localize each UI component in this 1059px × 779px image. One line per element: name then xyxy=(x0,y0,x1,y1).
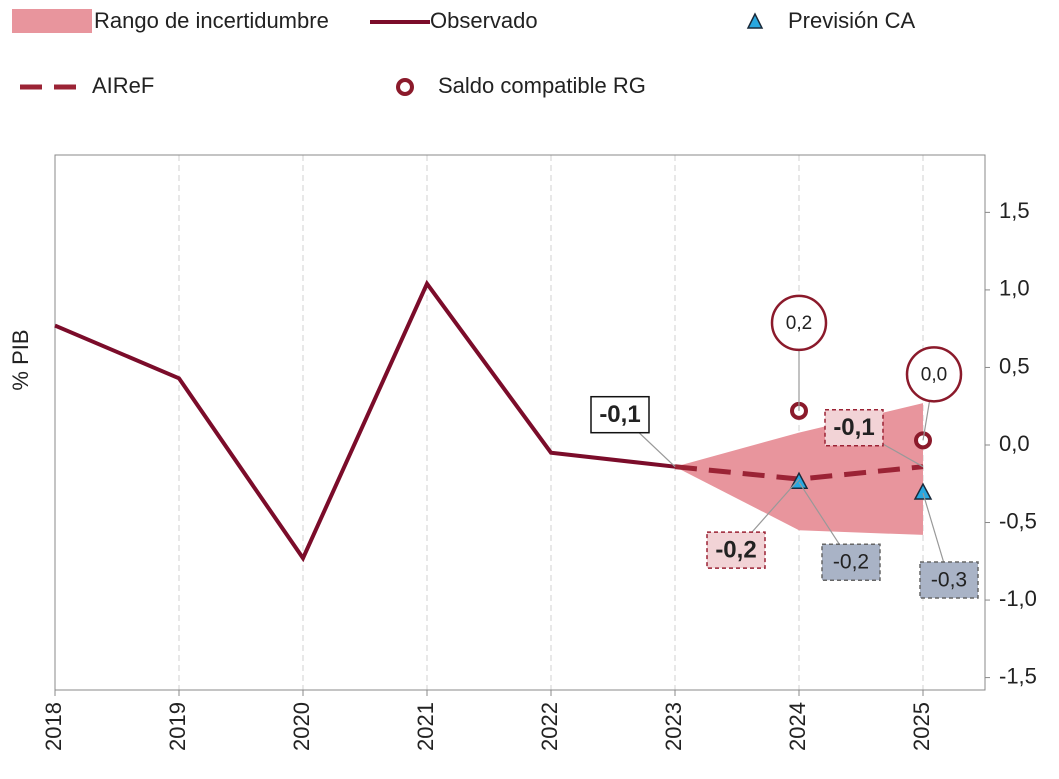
y-tick-label: -1,5 xyxy=(999,663,1037,688)
label-bubble xyxy=(905,346,963,403)
plot-frame xyxy=(54,154,986,691)
legend-swatch xyxy=(12,9,92,33)
legend-swatch xyxy=(746,12,764,29)
value-label: -0,1 xyxy=(599,401,640,428)
x-tick-label: 2019 xyxy=(165,702,190,751)
label-box xyxy=(919,561,979,599)
value-label: -0,2 xyxy=(715,536,756,563)
label-box xyxy=(824,408,884,447)
x-tick-label: 2021 xyxy=(413,702,438,751)
legend-label: Saldo compatible RG xyxy=(438,73,646,98)
legend-label: Rango de incertidumbre xyxy=(94,8,329,33)
value-label: -0,2 xyxy=(833,551,869,574)
y-tick-label: 1,0 xyxy=(999,276,1030,301)
legend-swatch xyxy=(396,78,414,96)
x-tick-label: 2022 xyxy=(537,702,562,751)
y-axis-label: % PIB xyxy=(8,329,33,390)
label-box xyxy=(821,543,881,581)
value-label: -0,3 xyxy=(931,569,967,592)
x-tick-label: 2023 xyxy=(661,702,686,751)
y-tick-label: -0,5 xyxy=(999,508,1037,533)
value-label: 0,0 xyxy=(921,364,947,385)
x-tick-label: 2025 xyxy=(909,702,934,751)
y-tick-label: 1,5 xyxy=(999,198,1030,223)
y-tick-label: 0,5 xyxy=(999,353,1030,378)
y-tick-label: 0,0 xyxy=(999,431,1030,456)
x-tick-label: 2024 xyxy=(785,702,810,751)
legend-label: AIReF xyxy=(92,73,154,98)
label-bubble xyxy=(770,294,828,352)
ca-marker xyxy=(913,482,933,500)
value-label: -0,1 xyxy=(833,414,874,441)
value-label: 0,2 xyxy=(786,313,812,334)
label-box xyxy=(590,395,650,434)
legend-label: Previsión CA xyxy=(788,8,915,33)
label-box xyxy=(706,531,766,569)
x-tick-label: 2018 xyxy=(41,702,66,751)
y-tick-label: -1,0 xyxy=(999,586,1037,611)
airef-line xyxy=(674,464,924,482)
x-tick-label: 2020 xyxy=(289,702,314,751)
legend-label: Observado xyxy=(430,8,538,33)
observed-line xyxy=(54,279,676,563)
